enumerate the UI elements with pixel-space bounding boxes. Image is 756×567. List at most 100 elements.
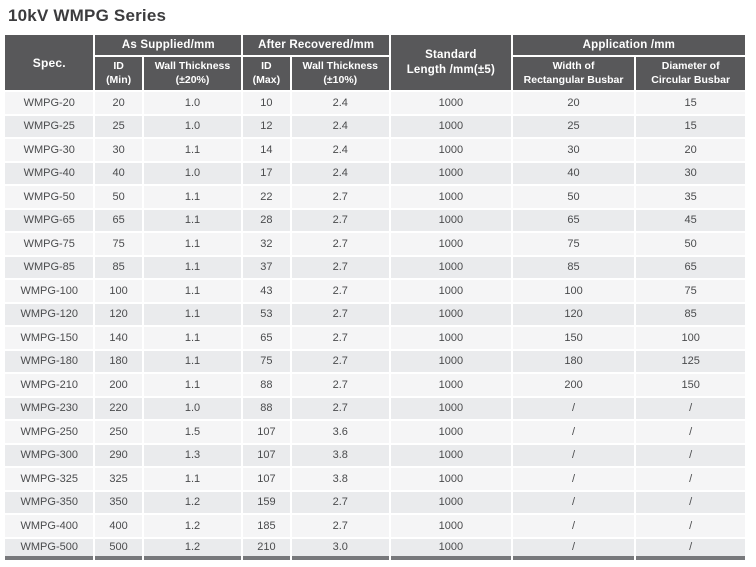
cell-width-rectangular-busbar: 100 (512, 280, 635, 302)
cell-id-max: 32 (243, 233, 290, 255)
cell-standard-length: 1000 (391, 491, 511, 513)
header-after-recovered: After Recovered/mm (243, 35, 390, 55)
table-row: WMPG-500 500 1.2 210 3.0 1000// (5, 538, 745, 560)
cell-wall-thickness-20: 1.2 (143, 538, 242, 560)
cell-wall-thickness-10: 2.7 (291, 327, 390, 349)
cell-spec: WMPG-75 (5, 233, 94, 255)
cell-diameter-circular-busbar: 15 (636, 115, 745, 137)
cell-standard-length: 1000 (391, 397, 511, 419)
cell-standard-length: 1000 (391, 233, 511, 255)
cell-standard-length: 1000 (391, 186, 511, 208)
cell-spec: WMPG-20 (5, 92, 94, 114)
cell-id-max: 28 (243, 209, 290, 231)
cell-id-min: 100 (95, 280, 142, 302)
cell-spec: WMPG-85 (5, 256, 94, 278)
header-id-min: ID (Min) (95, 57, 142, 90)
cell-wall-thickness-10: 2.7 (291, 374, 390, 396)
table-row: WMPG-300 290 1.3 107 3.8 1000// (5, 444, 745, 466)
cell-standard-length: 1000 (391, 538, 511, 560)
cell-id-max: 12 (243, 115, 290, 137)
cell-width-rectangular-busbar: 30 (512, 139, 635, 161)
cell-width-rectangular-busbar: / (512, 515, 635, 537)
cell-diameter-circular-busbar: 150 (636, 374, 745, 396)
header-diameter-circular-busbar: Diameter of Circular Busbar (636, 57, 745, 90)
cell-diameter-circular-busbar: 45 (636, 209, 745, 231)
cell-standard-length: 1000 (391, 468, 511, 490)
cell-id-max: 22 (243, 186, 290, 208)
cell-wall-thickness-20: 1.0 (143, 115, 242, 137)
cell-wall-thickness-10: 3.8 (291, 444, 390, 466)
cell-wall-thickness-20: 1.1 (143, 303, 242, 325)
cell-width-rectangular-busbar: 20 (512, 92, 635, 114)
cell-spec: WMPG-210 (5, 374, 94, 396)
cell-id-max: 107 (243, 444, 290, 466)
cell-wall-thickness-20: 1.5 (143, 421, 242, 443)
cell-id-min: 140 (95, 327, 142, 349)
cell-spec: WMPG-40 (5, 162, 94, 184)
header-as-supplied: As Supplied/mm (95, 35, 242, 55)
cell-id-min: 400 (95, 515, 142, 537)
cell-spec: WMPG-250 (5, 421, 94, 443)
cell-wall-thickness-20: 1.1 (143, 139, 242, 161)
header-id-max: ID (Max) (243, 57, 290, 90)
header-sub-row: ID (Min) Wall Thickness (±20%) ID (Max) … (5, 57, 745, 90)
cell-id-min: 40 (95, 162, 142, 184)
cell-standard-length: 1000 (391, 421, 511, 443)
cell-standard-length: 1000 (391, 303, 511, 325)
cell-id-min: 20 (95, 92, 142, 114)
cell-spec: WMPG-230 (5, 397, 94, 419)
table-row: WMPG-65 65 1.1 28 2.7 1000 65 45 (5, 209, 745, 231)
table-row: WMPG-120 120 1.1 53 2.7 1000 120 85 (5, 303, 745, 325)
cell-spec: WMPG-400 (5, 515, 94, 537)
cell-wall-thickness-10: 2.4 (291, 162, 390, 184)
cell-spec: WMPG-300 (5, 444, 94, 466)
cell-wall-thickness-20: 1.1 (143, 327, 242, 349)
cell-wall-thickness-20: 1.1 (143, 350, 242, 372)
table-row: WMPG-100 100 1.1 43 2.7 1000 100 75 (5, 280, 745, 302)
cell-spec: WMPG-120 (5, 303, 94, 325)
cell-standard-length: 1000 (391, 209, 511, 231)
cell-id-min: 200 (95, 374, 142, 396)
cell-diameter-circular-busbar: / (636, 468, 745, 490)
table-row: WMPG-50 50 1.1 22 2.7 1000 50 35 (5, 186, 745, 208)
cell-width-rectangular-busbar: 75 (512, 233, 635, 255)
cell-id-min: 75 (95, 233, 142, 255)
cell-wall-thickness-20: 1.0 (143, 92, 242, 114)
wmpg-series-table: Spec. As Supplied/mm After Recovered/mm … (3, 33, 747, 562)
table-row: WMPG-210 200 1.1 88 2.7 1000 200 150 (5, 374, 745, 396)
cell-wall-thickness-10: 3.8 (291, 468, 390, 490)
cell-wall-thickness-20: 1.2 (143, 491, 242, 513)
cell-id-min: 85 (95, 256, 142, 278)
cell-wall-thickness-20: 1.0 (143, 162, 242, 184)
table-row: WMPG-20 20 1.0 10 2.4 1000 20 15 (5, 92, 745, 114)
cell-standard-length: 1000 (391, 350, 511, 372)
cell-wall-thickness-10: 2.7 (291, 209, 390, 231)
cell-wall-thickness-10: 2.7 (291, 350, 390, 372)
cell-spec: WMPG-500 (5, 538, 94, 560)
cell-standard-length: 1000 (391, 374, 511, 396)
cell-width-rectangular-busbar: 25 (512, 115, 635, 137)
table-row: WMPG-85 85 1.1 37 2.7 1000 85 65 (5, 256, 745, 278)
table-row: WMPG-150 140 1.1 65 2.7 1000 150 100 (5, 327, 745, 349)
cell-id-max: 88 (243, 374, 290, 396)
cell-id-max: 17 (243, 162, 290, 184)
cell-id-min: 25 (95, 115, 142, 137)
cell-diameter-circular-busbar: 50 (636, 233, 745, 255)
cell-spec: WMPG-150 (5, 327, 94, 349)
header-width-rectangular-busbar: Width of Rectangular Busbar (512, 57, 635, 90)
table-row: WMPG-40 40 1.0 17 2.4 1000 40 30 (5, 162, 745, 184)
cell-width-rectangular-busbar: / (512, 444, 635, 466)
cell-id-min: 290 (95, 444, 142, 466)
table-row: WMPG-230 220 1.0 88 2.7 1000// (5, 397, 745, 419)
cell-id-max: 53 (243, 303, 290, 325)
cell-wall-thickness-20: 1.0 (143, 397, 242, 419)
cell-diameter-circular-busbar: 35 (636, 186, 745, 208)
cell-wall-thickness-10: 2.4 (291, 139, 390, 161)
cell-diameter-circular-busbar: / (636, 397, 745, 419)
cell-width-rectangular-busbar: 40 (512, 162, 635, 184)
cell-width-rectangular-busbar: 65 (512, 209, 635, 231)
cell-wall-thickness-10: 2.4 (291, 92, 390, 114)
cell-wall-thickness-20: 1.2 (143, 515, 242, 537)
cell-id-max: 14 (243, 139, 290, 161)
table-row: WMPG-30 30 1.1 14 2.4 1000 30 20 (5, 139, 745, 161)
